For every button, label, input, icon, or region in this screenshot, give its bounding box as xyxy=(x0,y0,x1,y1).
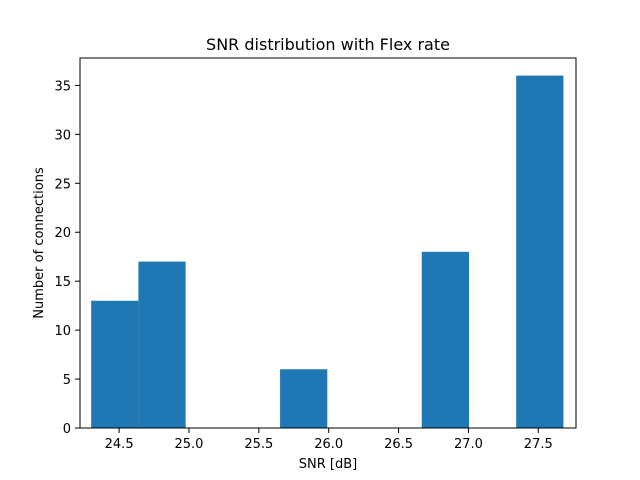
x-tick-label: 26.5 xyxy=(384,437,413,452)
plot-frame xyxy=(79,57,577,429)
y-tick-label: 30 xyxy=(54,128,71,143)
y-tick-label: 35 xyxy=(54,79,71,94)
y-tick-label: 0 xyxy=(63,422,71,437)
y-tick-label: 10 xyxy=(54,324,71,339)
bars-group xyxy=(91,75,564,428)
y-axis: 0 5 10 15 20 25 30 35 xyxy=(54,79,80,437)
y-axis-label: Number of connections xyxy=(32,167,47,319)
chart-title: SNR distribution with Flex rate xyxy=(206,35,450,54)
histogram-bar xyxy=(280,369,328,428)
x-tick-label: 25.5 xyxy=(244,437,273,452)
x-tick-label: 24.5 xyxy=(105,437,134,452)
histogram-bar xyxy=(516,75,564,428)
y-tick-label: 25 xyxy=(54,177,71,192)
y-tick-label: 5 xyxy=(63,373,71,388)
y-tick-label: 15 xyxy=(54,275,71,290)
x-axis: 24.5 25.0 25.5 26.0 26.5 27.0 27.5 xyxy=(105,428,553,452)
x-tick-label: 26.0 xyxy=(314,437,343,452)
histogram-bar xyxy=(421,251,469,428)
x-axis-label: SNR [dB] xyxy=(299,457,357,472)
x-tick-label: 27.0 xyxy=(454,437,483,452)
histogram-bar xyxy=(138,261,186,428)
y-tick-label: 20 xyxy=(54,226,71,241)
x-tick-label: 25.0 xyxy=(175,437,204,452)
x-tick-label: 27.5 xyxy=(524,437,553,452)
histogram-bar xyxy=(91,300,139,428)
